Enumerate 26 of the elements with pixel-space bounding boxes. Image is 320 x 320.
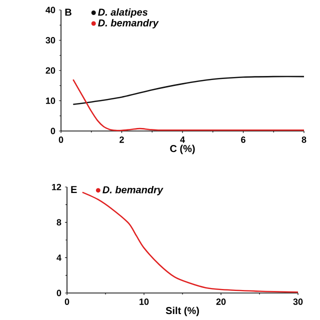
- x-tick-label: 0: [64, 298, 70, 305]
- legend-label: D. bemandry: [102, 186, 164, 196]
- x-tick-label: 20: [216, 298, 226, 305]
- y-tick-label: 8: [56, 219, 62, 226]
- x-tick-label: 8: [302, 136, 306, 143]
- x-tick-label: 10: [140, 298, 149, 305]
- chart-title: E: [71, 186, 77, 193]
- y-tick-label: 40: [46, 6, 56, 14]
- y-tick-label: 0: [50, 128, 56, 134]
- legend-label: D. bemandry: [98, 19, 159, 28]
- y-tick-label: 4: [56, 254, 62, 261]
- y-tick-label: 10: [46, 98, 56, 104]
- line-series: [72, 76, 305, 106]
- x-axis-title: C (%): [170, 144, 195, 154]
- y-tick-label: 20: [46, 67, 56, 74]
- x-tick-label: 2: [120, 136, 124, 143]
- y-tick-label: 0: [56, 290, 62, 296]
- x-tick-label: 4: [180, 136, 185, 143]
- chart-title: B: [65, 8, 72, 16]
- x-tick-label: 30: [293, 298, 303, 305]
- y-tick-label: 30: [46, 37, 56, 44]
- y-tick-label: 12: [52, 184, 62, 190]
- x-axis-title: Silt (%): [166, 306, 199, 316]
- line-series: [72, 78, 305, 132]
- x-tick-label: 6: [241, 136, 246, 143]
- legend-label: D. alatipes: [98, 8, 148, 18]
